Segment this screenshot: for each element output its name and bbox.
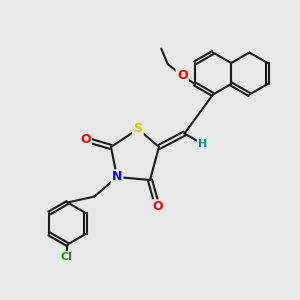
Text: N: N [112, 170, 122, 184]
Text: Cl: Cl [60, 252, 72, 262]
Text: H: H [198, 139, 207, 149]
Text: O: O [152, 200, 163, 214]
Text: O: O [80, 133, 91, 146]
Text: O: O [177, 69, 188, 82]
Text: S: S [134, 122, 142, 136]
